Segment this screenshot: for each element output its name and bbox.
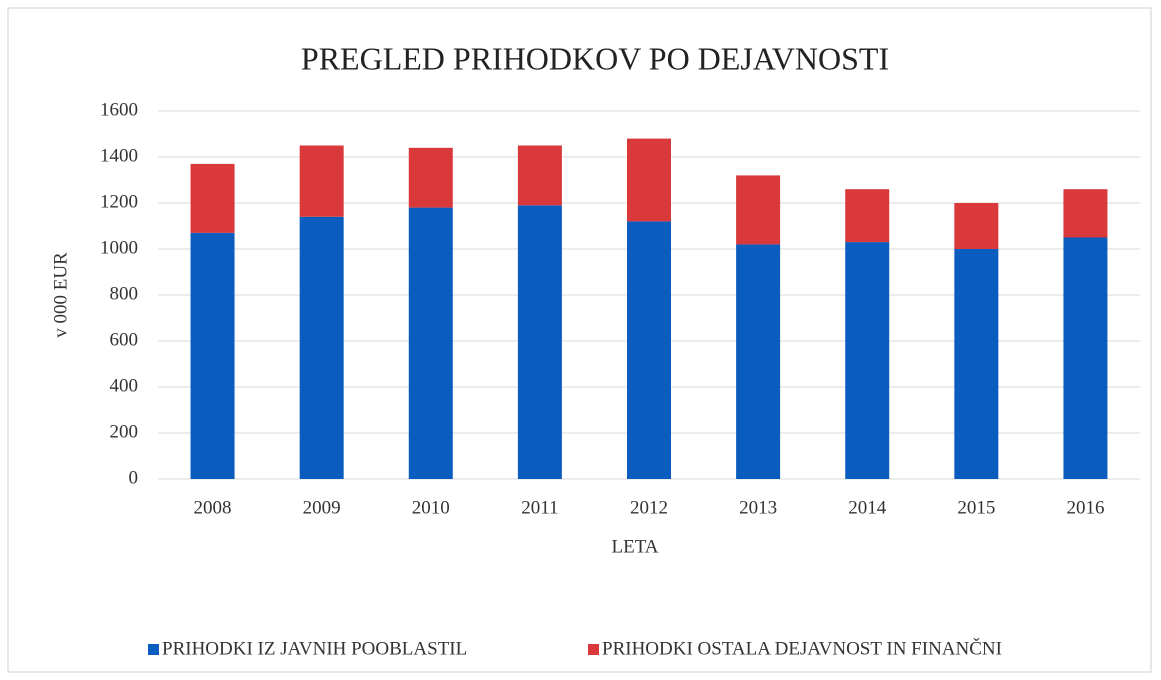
- bar-segment: [1063, 189, 1108, 238]
- legend-swatch: [148, 644, 159, 655]
- chart-border: [7, 7, 1152, 673]
- bar-segment: [627, 138, 671, 222]
- chart-title: PREGLED PRIHODKOV PO DEJAVNOSTI: [301, 40, 889, 76]
- bar-segment: [408, 207, 453, 479]
- y-tick-label: 1200: [100, 191, 138, 212]
- bar-segment: [517, 145, 562, 206]
- y-tick-label: 1000: [100, 237, 138, 258]
- legend-label: PRIHODKI IZ JAVNIH POOBLASTIL: [162, 638, 467, 659]
- y-tick-label: 400: [110, 375, 139, 396]
- bar-segment: [845, 189, 890, 243]
- y-tick-label: 800: [110, 283, 139, 304]
- bar-segment: [627, 221, 671, 479]
- x-tick-label: 2011: [521, 497, 558, 518]
- bar-segment: [845, 242, 890, 479]
- bar-segment: [299, 216, 344, 480]
- x-tick-label: 2016: [1066, 497, 1104, 518]
- bar-segment: [1063, 237, 1108, 479]
- y-tick-label: 1600: [100, 99, 138, 120]
- bar-segment: [190, 163, 235, 233]
- bar-segment: [190, 232, 235, 479]
- y-axis-label: v 000 EUR: [50, 252, 71, 338]
- x-tick-label: 2008: [194, 497, 232, 518]
- bar-segment: [408, 147, 453, 208]
- bar-segment: [954, 249, 999, 479]
- x-tick-label: 2013: [739, 497, 777, 518]
- y-tick-label: 0: [129, 467, 139, 488]
- x-tick-label: 2015: [957, 497, 995, 518]
- x-tick-label: 2012: [630, 497, 668, 518]
- legend-swatch: [588, 644, 599, 655]
- y-tick-label: 200: [110, 421, 139, 442]
- x-tick-label: 2014: [848, 497, 887, 518]
- y-tick-label: 1400: [100, 145, 138, 166]
- x-axis-label: LETA: [611, 536, 658, 557]
- bar-segment: [517, 205, 562, 480]
- bar-segment: [299, 145, 344, 217]
- bar-segment: [736, 244, 781, 479]
- x-tick-label: 2009: [303, 497, 341, 518]
- bar-segment: [736, 175, 781, 245]
- legend-label: PRIHODKI OSTALA DEJAVNOST IN FINANČNI: [602, 637, 1002, 659]
- x-tick-label: 2010: [412, 497, 450, 518]
- bar-segment: [954, 203, 999, 249]
- y-tick-label: 600: [110, 329, 139, 350]
